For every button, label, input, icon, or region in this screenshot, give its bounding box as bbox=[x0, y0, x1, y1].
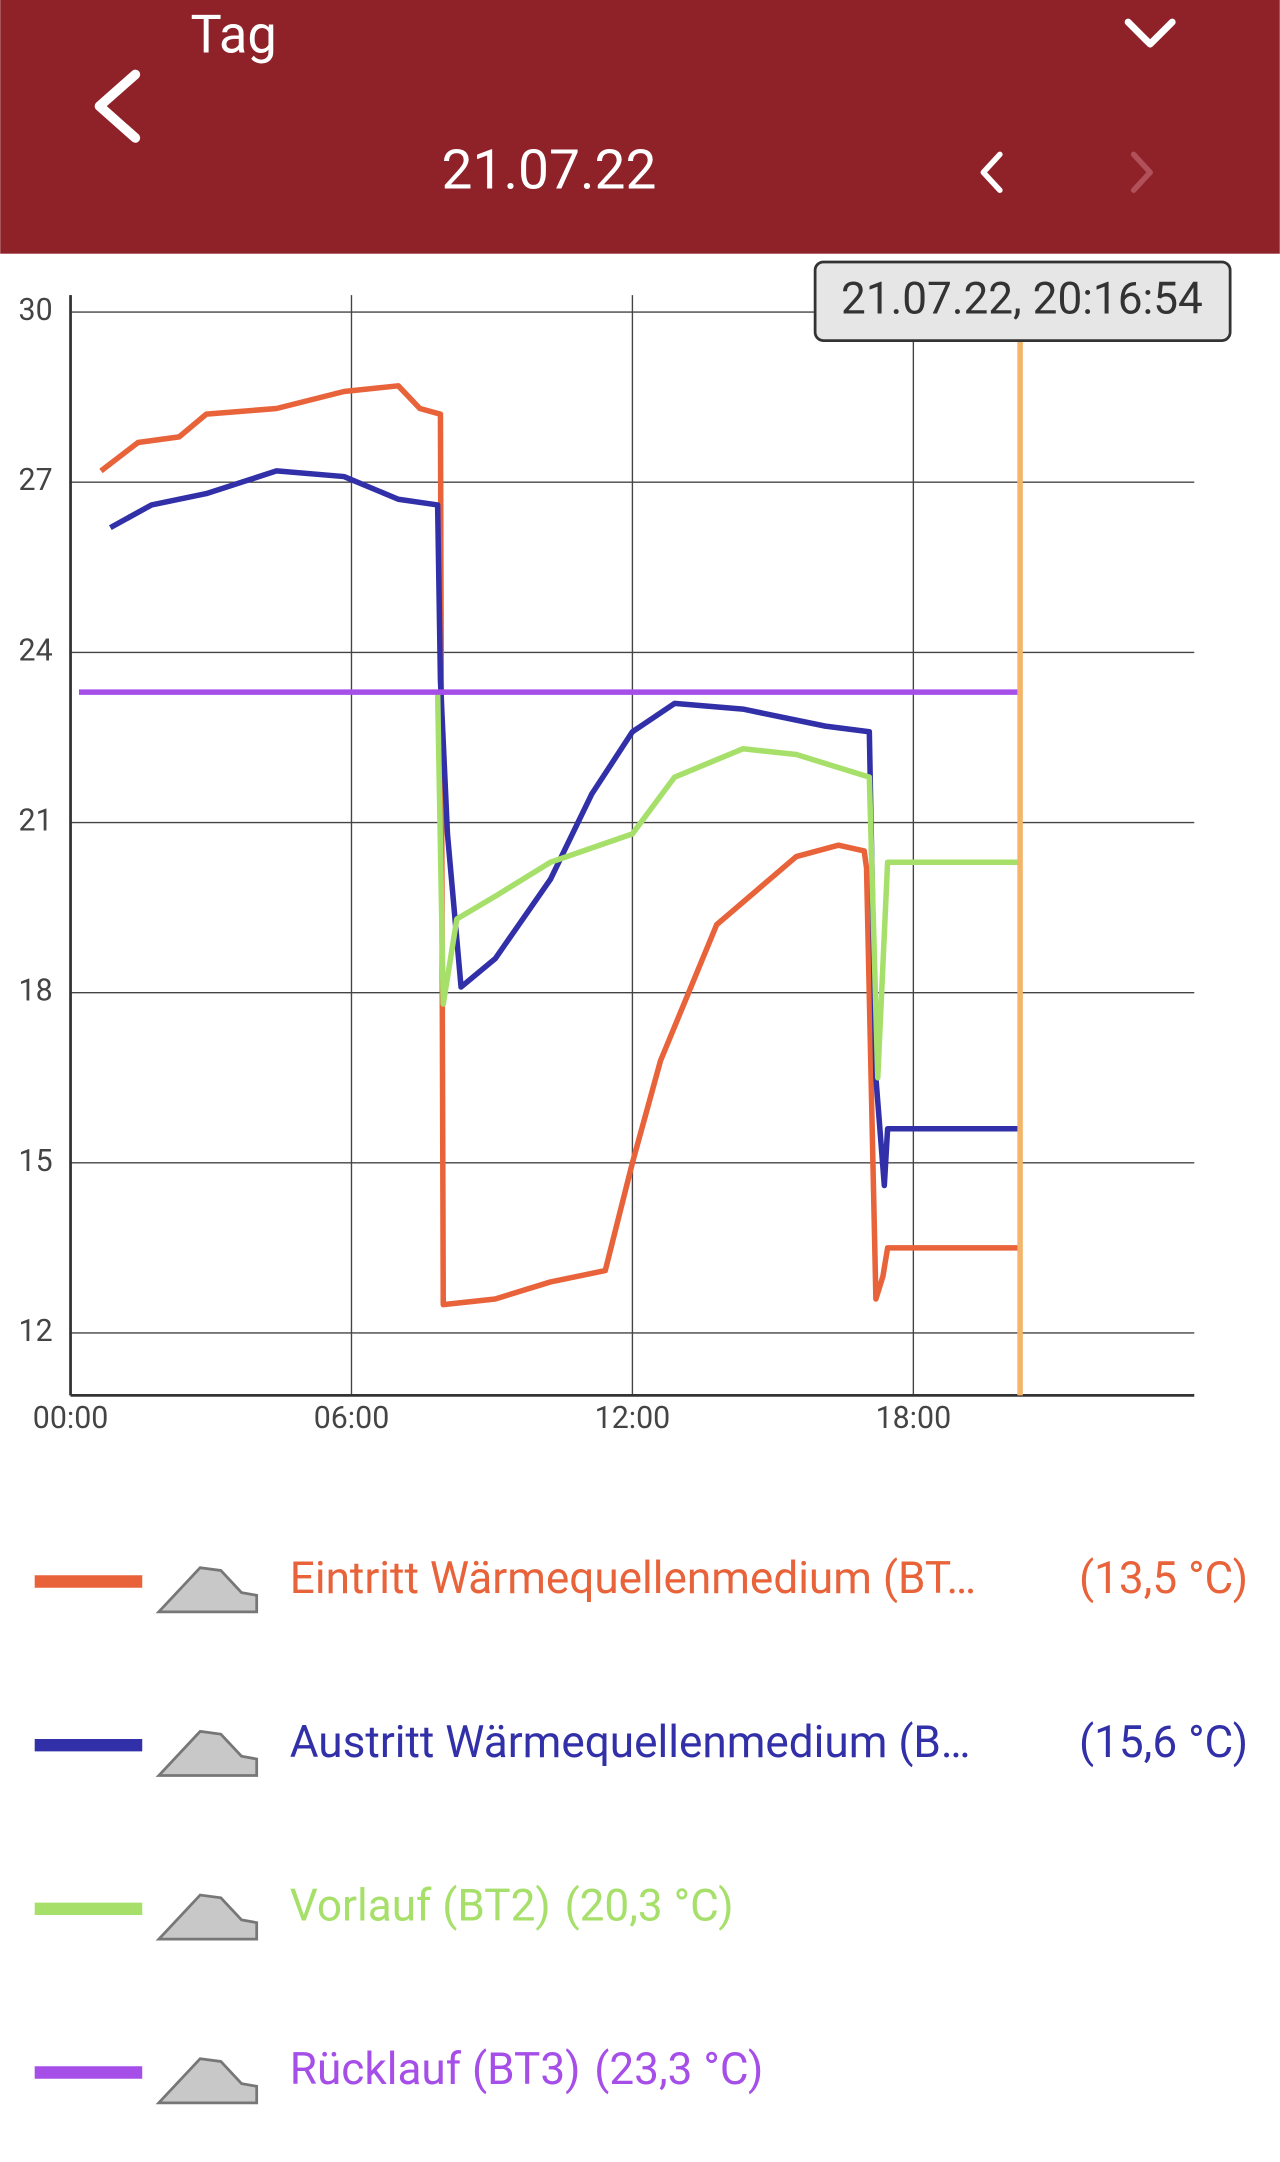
legend-label: Vorlauf (BT2) bbox=[290, 1880, 551, 1932]
x-tick-label: 00:00 bbox=[33, 1401, 109, 1436]
header-title: Tag bbox=[191, 3, 277, 65]
y-tick-label: 21 bbox=[19, 804, 53, 839]
legend: Eintritt Wärmequellenmedium (BT… (13,5 °C… bbox=[34, 1552, 1248, 2105]
y-tick-label: 15 bbox=[19, 1144, 53, 1179]
legend-value: (15,6 °C) bbox=[1079, 1716, 1248, 1768]
prev-button[interactable] bbox=[980, 151, 1003, 194]
next-button[interactable] bbox=[1130, 151, 1153, 194]
legend-value: (20,3 °C) bbox=[565, 1880, 734, 1932]
dropdown-button[interactable] bbox=[1124, 18, 1176, 48]
cursor-tooltip bbox=[813, 260, 1232, 342]
y-tick-label: 12 bbox=[19, 1314, 53, 1349]
header-bar bbox=[0, 0, 1280, 254]
legend-area-toggle bbox=[155, 1566, 259, 1614]
series-line bbox=[99, 383, 1019, 1308]
x-tick-label: 18:00 bbox=[876, 1401, 952, 1436]
legend-area-toggle bbox=[155, 1729, 259, 1777]
legend-value: (23,3 °C) bbox=[594, 2043, 763, 2095]
x-tick-label: 06:00 bbox=[314, 1401, 390, 1436]
series-line bbox=[109, 468, 1019, 1189]
legend-label: Eintritt Wärmequellenmedium (BT… bbox=[290, 1552, 976, 1604]
legend-area-toggle bbox=[155, 2057, 259, 2105]
cursor-label: 21.07.22, 20:16:54 bbox=[841, 273, 1203, 325]
x-tick-label: 12:00 bbox=[595, 1401, 671, 1436]
back-button[interactable] bbox=[94, 69, 141, 143]
y-tick-label: 18 bbox=[19, 974, 53, 1009]
legend-label: Rücklauf (BT3) bbox=[290, 2043, 581, 2095]
legend-value: (13,5 °C) bbox=[1079, 1552, 1248, 1604]
legend-area-toggle bbox=[155, 1893, 259, 1941]
y-tick-label: 30 bbox=[19, 293, 53, 328]
series-line bbox=[434, 692, 1019, 1081]
y-tick-label: 24 bbox=[19, 633, 53, 668]
header-date: 21.07.22 bbox=[441, 138, 656, 202]
y-tick-label: 27 bbox=[19, 463, 53, 498]
chart: 12 15 18 21 24 27 30 00:00 06:00 12:00 18:00 21.07.… bbox=[19, 260, 1232, 1436]
legend-label: Austritt Wärmequellenmedium (B… bbox=[290, 1716, 971, 1768]
